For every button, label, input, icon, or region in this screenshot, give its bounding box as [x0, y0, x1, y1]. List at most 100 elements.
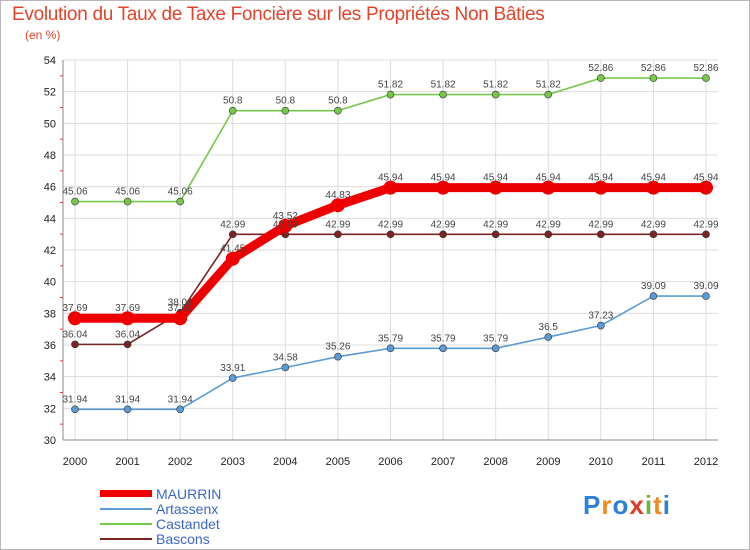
data-label-maurrin: 37.69: [115, 303, 140, 314]
data-point-maurrin: [593, 180, 608, 195]
x-tick-label: 2009: [536, 456, 560, 468]
data-label-bascons: 42.99: [273, 219, 298, 230]
y-tick-label: 46: [44, 182, 56, 194]
legend-item-maurrin: MAURRIN: [100, 485, 222, 502]
data-label-artassenx: 31.94: [168, 394, 193, 405]
data-label-bascons: 42.99: [431, 219, 456, 230]
data-point-bascons: [386, 230, 395, 239]
logo-letter: t: [653, 490, 663, 520]
data-label-castandet: 45.06: [168, 187, 193, 198]
x-tick-label: 2004: [273, 456, 297, 468]
legend-swatch: [100, 537, 152, 540]
data-label-maurrin: 37.69: [168, 303, 193, 314]
data-label-bascons: 42.99: [693, 219, 718, 230]
data-point-bascons: [334, 230, 342, 239]
data-label-artassenx: 33.91: [220, 363, 245, 374]
data-label-artassenx: 31.94: [115, 394, 140, 405]
data-label-bascons: 42.99: [220, 219, 245, 230]
data-label-bascons: 36.04: [115, 329, 140, 340]
data-label-castandet: 52.86: [588, 63, 613, 74]
data-label-artassenx: 34.58: [273, 352, 298, 363]
logo-letter: i: [662, 490, 671, 520]
data-label-bascons: 36.04: [62, 329, 87, 340]
data-label-castandet: 45.06: [115, 187, 140, 198]
data-label-maurrin: 45.94: [536, 173, 561, 184]
x-tick-label: 2003: [221, 456, 245, 468]
data-label-castandet: 50.8: [328, 96, 348, 107]
data-label-castandet: 51.82: [536, 80, 561, 91]
data-point-maurrin: [646, 180, 661, 195]
data-point-bascons: [439, 230, 447, 239]
data-point-castandet: [544, 90, 553, 99]
data-point-artassenx: [123, 405, 132, 414]
data-point-maurrin: [225, 251, 240, 266]
legend-swatch: [100, 522, 152, 525]
y-tick-label: 38: [44, 308, 56, 320]
y-tick-label: 40: [44, 277, 56, 289]
legend-label: MAURRIN: [156, 485, 222, 502]
data-point-artassenx: [386, 344, 395, 353]
x-tick-label: 2007: [431, 456, 455, 468]
data-point-artassenx: [281, 363, 290, 372]
data-label-maurrin: 45.94: [693, 173, 718, 184]
data-label-artassenx: 39.09: [641, 281, 666, 292]
logo-letter: i: [644, 490, 654, 520]
data-point-castandet: [386, 90, 395, 99]
data-point-bascons: [123, 340, 132, 349]
data-point-bascons: [491, 230, 500, 239]
data-point-bascons: [597, 230, 605, 239]
legend-swatch: [100, 507, 152, 510]
data-point-artassenx: [597, 321, 605, 330]
x-tick-label: 2005: [326, 456, 350, 468]
data-point-maurrin: [436, 180, 451, 195]
x-tick-label: 2010: [589, 456, 613, 468]
legend-label: Castandet: [156, 515, 220, 532]
data-label-artassenx: 36.5: [539, 322, 559, 333]
data-label-maurrin: 45.94: [378, 173, 403, 184]
data-point-castandet: [228, 106, 237, 115]
data-point-artassenx: [439, 344, 447, 353]
data-point-artassenx: [71, 405, 79, 414]
data-label-maurrin: 45.94: [641, 173, 666, 184]
data-label-castandet: 50.8: [276, 96, 296, 107]
logo-letter: P: [583, 490, 602, 520]
y-tick-label: 48: [44, 150, 56, 162]
logo-letter: x: [629, 490, 645, 520]
data-point-castandet: [123, 197, 132, 206]
data-point-castandet: [334, 106, 342, 115]
legend-swatch: [100, 490, 152, 497]
data-point-maurrin: [68, 311, 82, 326]
data-label-castandet: 51.82: [431, 80, 456, 91]
x-tick-label: 2002: [168, 456, 192, 468]
data-point-castandet: [439, 90, 447, 99]
data-point-castandet: [71, 197, 79, 206]
data-point-castandet: [491, 90, 500, 99]
data-point-castandet: [649, 74, 658, 82]
data-label-bascons: 42.99: [536, 219, 561, 230]
y-axis-unit-label: (en %): [25, 28, 61, 42]
data-label-bascons: 42.99: [641, 219, 666, 230]
y-tick-label: 36: [44, 340, 56, 352]
data-label-bascons: 42.99: [483, 219, 508, 230]
data-point-maurrin: [488, 180, 503, 195]
proxiti-logo: Proxiti: [583, 490, 671, 521]
data-point-castandet: [281, 106, 290, 115]
data-point-maurrin: [173, 311, 188, 326]
data-point-castandet: [702, 74, 710, 82]
data-label-artassenx: 31.94: [62, 394, 87, 405]
data-point-maurrin: [330, 198, 345, 213]
data-point-maurrin: [541, 180, 556, 195]
data-label-bascons: 38.04: [168, 298, 193, 309]
data-label-maurrin: 37.69: [62, 303, 87, 314]
y-tick-label: 30: [44, 435, 56, 447]
x-tick-label: 2008: [483, 456, 507, 468]
data-point-artassenx: [228, 374, 237, 382]
y-tick-label: 50: [44, 118, 56, 130]
chart-legend: MAURRIN Artassenx Castandet Bascons: [100, 485, 222, 547]
data-point-maurrin: [383, 180, 398, 195]
data-point-maurrin: [278, 218, 293, 233]
legend-item-bascons: Bascons: [100, 531, 221, 547]
x-tick-label: 2012: [694, 456, 718, 468]
logo-letter: o: [612, 490, 630, 520]
data-label-artassenx: 37.23: [588, 311, 613, 322]
